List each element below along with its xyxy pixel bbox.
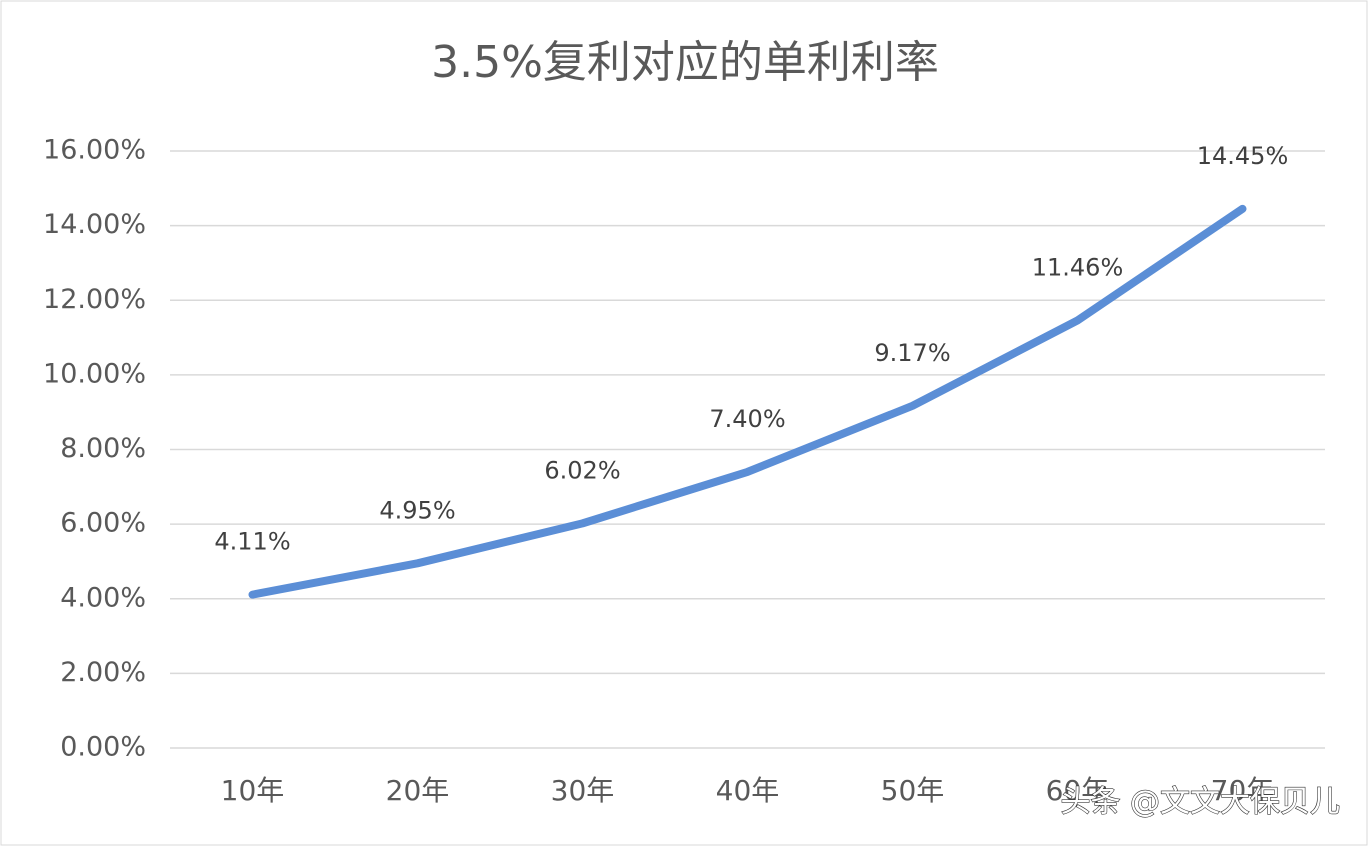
value-label: 14.45% bbox=[1197, 142, 1289, 170]
y-tick-label: 8.00% bbox=[60, 433, 146, 464]
value-label: 11.46% bbox=[1032, 253, 1124, 281]
data-line bbox=[248, 204, 1247, 599]
x-tick-label: 10年 bbox=[221, 774, 285, 807]
value-label: 9.17% bbox=[874, 339, 950, 367]
x-tick-label: 50年 bbox=[881, 774, 945, 807]
x-tick-label: 20年 bbox=[386, 774, 450, 807]
y-tick-label: 4.00% bbox=[60, 582, 146, 613]
y-tick-label: 0.00% bbox=[60, 732, 146, 763]
y-tick-label: 10.00% bbox=[43, 358, 146, 389]
y-tick-label: 6.00% bbox=[60, 508, 146, 539]
y-tick-label: 2.00% bbox=[60, 657, 146, 688]
value-label: 7.40% bbox=[709, 405, 785, 433]
value-label: 4.95% bbox=[379, 496, 455, 524]
value-label: 6.02% bbox=[544, 456, 620, 484]
x-tick-label: 70年 bbox=[1211, 774, 1275, 807]
x-tick-label: 60年 bbox=[1046, 774, 1110, 807]
chart-title: 3.5%复利对应的单利利率 bbox=[431, 37, 939, 88]
watermark: 头条 @文文大保贝儿 bbox=[1060, 785, 1340, 820]
x-tick-label: 40年 bbox=[716, 774, 780, 807]
y-tick-label: 16.00% bbox=[43, 135, 146, 166]
x-tick-label: 30年 bbox=[551, 774, 615, 807]
value-label: 4.11% bbox=[214, 528, 290, 556]
y-tick-label: 12.00% bbox=[43, 284, 146, 315]
y-tick-label: 14.00% bbox=[43, 209, 146, 240]
